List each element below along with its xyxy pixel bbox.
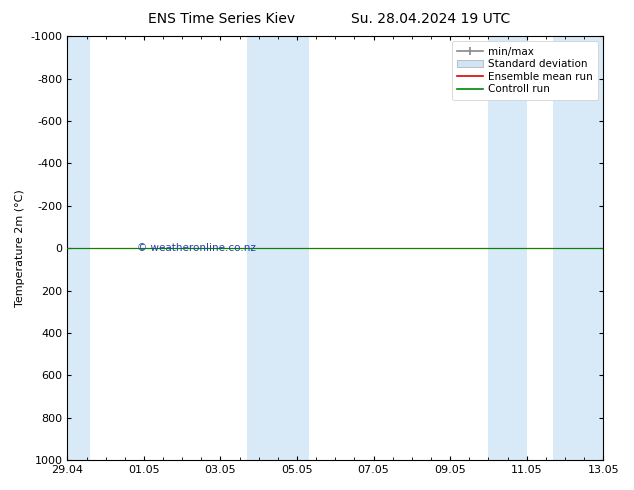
- Text: © weatheronline.co.nz: © weatheronline.co.nz: [137, 243, 256, 253]
- Y-axis label: Temperature 2m (°C): Temperature 2m (°C): [15, 189, 25, 307]
- Text: ENS Time Series Kiev: ENS Time Series Kiev: [148, 12, 295, 26]
- Bar: [488, 36, 527, 460]
- Text: Su. 28.04.2024 19 UTC: Su. 28.04.2024 19 UTC: [351, 12, 511, 26]
- Bar: [67, 36, 91, 460]
- Bar: [553, 36, 603, 460]
- Legend: min/max, Standard deviation, Ensemble mean run, Controll run: min/max, Standard deviation, Ensemble me…: [451, 41, 598, 99]
- Bar: [247, 36, 309, 460]
